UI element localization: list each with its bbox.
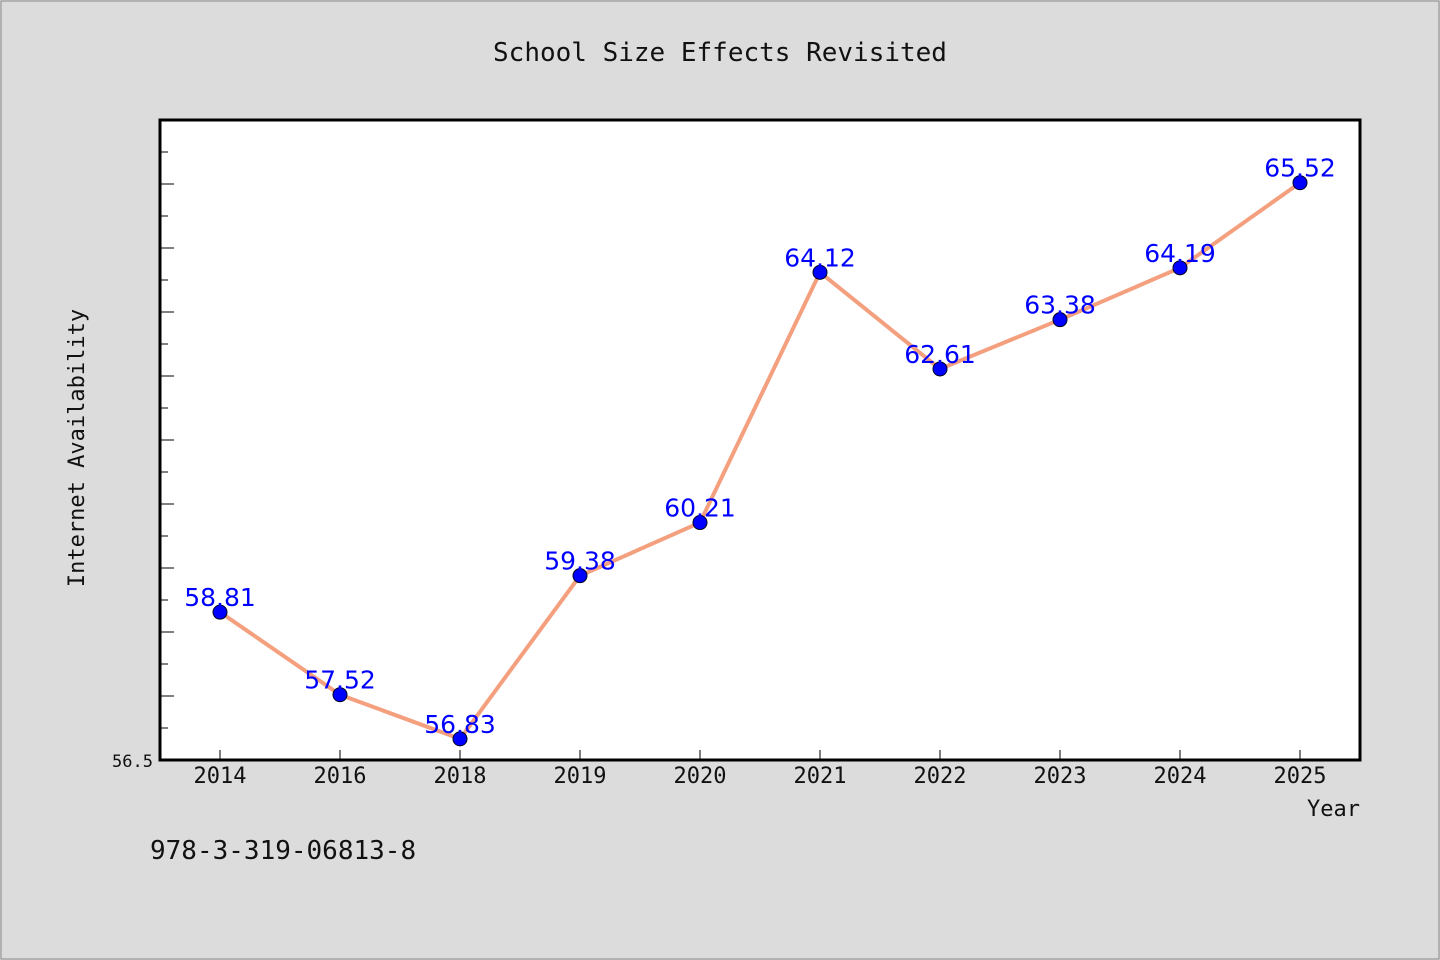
data-point (1052, 312, 1068, 328)
data-point (452, 731, 468, 747)
x-tick-label: 2016 (314, 764, 367, 789)
x-tick-label: 2025 (1274, 764, 1327, 789)
series-line (218, 181, 1302, 741)
data-label: 57.52 (304, 666, 376, 695)
x-tick-label: 2014 (194, 764, 247, 789)
data-point (1172, 260, 1188, 276)
data-point (812, 264, 828, 280)
isbn-note: 978-3-319-06813-8 (150, 836, 417, 866)
series-markers (212, 175, 1308, 747)
data-point (572, 568, 588, 584)
data-label: 59.38 (544, 547, 616, 576)
data-point (932, 361, 948, 377)
data-label: 65.52 (1264, 154, 1336, 183)
x-axis-label: Year (1307, 797, 1360, 822)
data-point (332, 687, 348, 703)
data-point (1292, 175, 1308, 191)
data-label: 64.19 (1144, 239, 1216, 268)
plot-area (158, 118, 1362, 762)
data-label: 62.61 (904, 340, 976, 369)
data-label: 60.21 (664, 494, 736, 523)
x-tick-label: 2021 (794, 764, 847, 789)
data-point (212, 604, 228, 620)
data-label: 56.83 (424, 710, 496, 739)
data-point (692, 515, 708, 531)
x-tick-label: 2019 (554, 764, 607, 789)
x-tick-label: 2024 (1154, 764, 1207, 789)
y-axis-label: Internet Availability (65, 309, 90, 587)
data-label: 63.38 (1024, 291, 1096, 320)
data-labels: 58.81 57.52 56.83 59.38 60.21 64.12 62.61 63.38… (184, 154, 1336, 739)
y-axis-ticks (160, 119, 174, 761)
x-tick-label: 2020 (674, 764, 727, 789)
x-axis-ticks: 2014 2016 2018 2019 2020 2021 2022 2023 2024 2025 (194, 750, 1327, 789)
x-tick-label: 2022 (914, 764, 967, 789)
y-tick-label: 56.5 (112, 752, 153, 772)
data-label: 64.12 (784, 243, 856, 272)
x-tick-label: 2018 (434, 764, 487, 789)
chart-title: School Size Effects Revisited (493, 38, 947, 68)
data-label: 58.81 (184, 583, 256, 612)
x-tick-label: 2023 (1034, 764, 1087, 789)
